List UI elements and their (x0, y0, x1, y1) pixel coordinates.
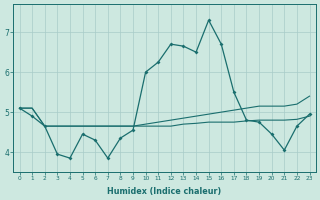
X-axis label: Humidex (Indice chaleur): Humidex (Indice chaleur) (108, 187, 222, 196)
